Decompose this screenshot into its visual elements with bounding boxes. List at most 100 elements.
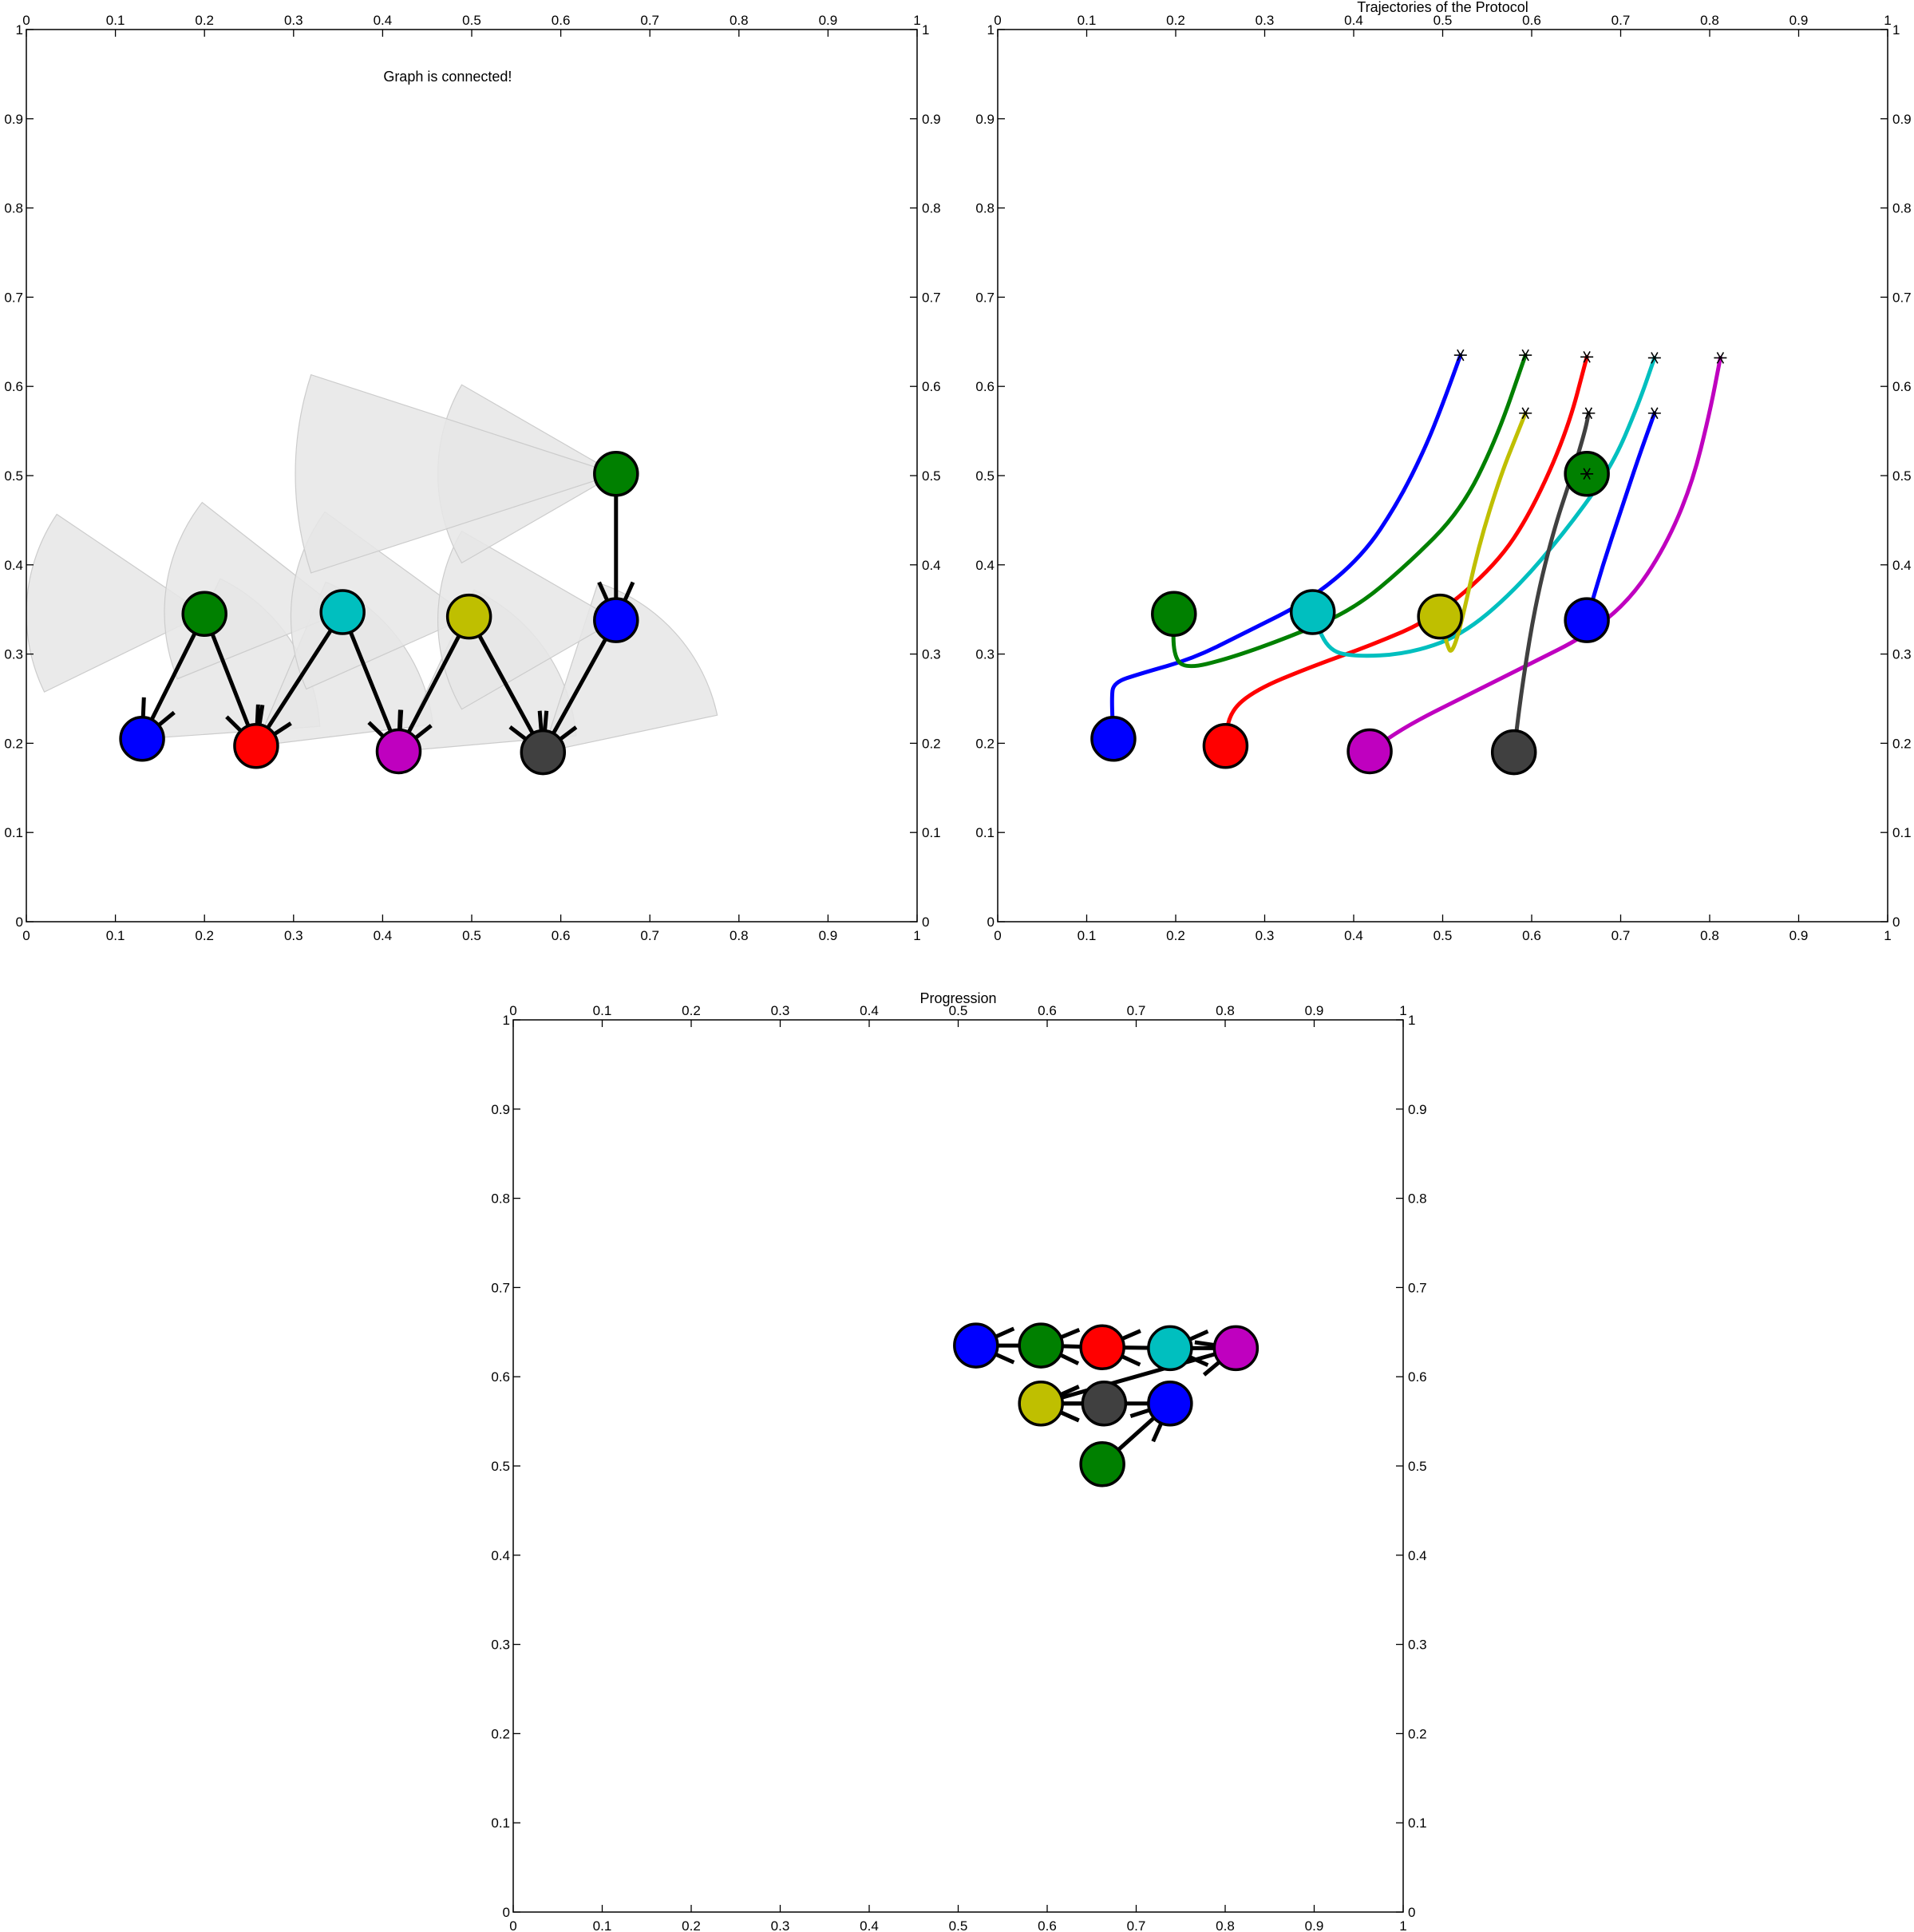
trajectory-end-marker	[1453, 349, 1467, 362]
graph-ytick-label-left: 0.5	[4, 468, 23, 484]
graph-xtick-label-bottom: 0	[22, 928, 30, 943]
graph-xtick-label-top: 0.7	[640, 13, 659, 28]
trajectory-line	[1109, 353, 1463, 741]
progression-xtick-label-bottom: 0.7	[1127, 1918, 1146, 1932]
link-arrow	[340, 611, 401, 753]
agent-node	[520, 729, 567, 776]
agent-start-node	[1151, 591, 1197, 638]
graph-xtick-label-top: 0.4	[374, 13, 393, 28]
graph-ytick-label-left: 0.2	[4, 736, 23, 751]
trajectories-xtick-label-bottom: 0.4	[1344, 928, 1363, 943]
trajectories-xtick-label-top: 1	[1884, 13, 1891, 28]
progression-ytick-label-right: 0.3	[1408, 1638, 1427, 1653]
trajectory-end-marker-stroke	[1584, 407, 1593, 420]
trajectory-line	[1223, 354, 1589, 749]
trajectory-end-marker	[1647, 407, 1661, 420]
graph-ytick-label-left: 1	[16, 22, 23, 38]
progression-ytick-label-right: 0.7	[1408, 1280, 1427, 1295]
graph-status-annotation: Graph is connected!	[383, 69, 512, 85]
progression-ytick-label-left: 0.5	[491, 1459, 510, 1474]
link-arrow	[541, 618, 618, 753]
progression-xtick-label-top: 0	[509, 1003, 516, 1018]
progression-xtick-label-bottom: 0.8	[1216, 1918, 1235, 1932]
trajectories-ytick-label-left: 0.8	[975, 201, 995, 216]
progression-ytick-label-right: 0.5	[1408, 1459, 1427, 1474]
trajectories-xtick-label-bottom: 0.2	[1166, 928, 1185, 943]
agent-node	[1147, 1325, 1193, 1372]
graph-ytick-label-right: 0.2	[922, 736, 941, 751]
progression-xtick-label-top: 0.4	[860, 1003, 879, 1018]
trajectories-panel: 000 00.10.10.1 0.10.20.20.2 0.20.30.30.3 0.3…	[975, 0, 1911, 943]
trajectories-ytick-label-right: 1	[1892, 22, 1900, 38]
progression-ytick-label-left: 0.7	[491, 1280, 510, 1295]
agent-node	[1079, 1441, 1125, 1488]
agent-node	[1147, 1380, 1193, 1427]
graph-xtick-label-top: 0.8	[730, 13, 749, 28]
link-arrow	[254, 610, 345, 748]
trajectory-end-marker-stroke	[1583, 468, 1591, 480]
trajectories-ytick-label-right: 0.2	[1892, 736, 1912, 751]
trajectories-xtick-label-bottom: 0	[994, 928, 1001, 943]
progression-ytick-label-right: 0.8	[1408, 1191, 1427, 1207]
graph-xtick-label-bottom: 0.9	[819, 928, 838, 943]
agent-start-node	[1202, 723, 1249, 769]
graph-panel: 000 00.10.10.1 0.10.20.20.2 0.20.30.30.3 0.3…	[4, 13, 940, 943]
graph-ytick-label-right: 0.9	[922, 112, 941, 127]
trajectories-xtick-label-top: 0.3	[1256, 13, 1275, 28]
progression-xtick-label-top: 0.9	[1305, 1003, 1324, 1018]
graph-ytick-label-right: 0.5	[922, 468, 941, 484]
trajectories-xtick-label-bottom: 1	[1884, 928, 1891, 943]
graph-ytick-label-right: 0	[922, 915, 929, 930]
progression-axis-ticks: 000 00.10.10.1 0.10.20.20.2 0.20.30.30.3 0.3…	[491, 1003, 1426, 1932]
progression-ytick-label-left: 0.3	[491, 1638, 510, 1653]
agent-node	[1018, 1322, 1064, 1369]
graph-xtick-label-bottom: 0.7	[640, 928, 659, 943]
trajectories-xtick-label-top: 0.6	[1522, 13, 1541, 28]
progression-xtick-label-top: 0.1	[593, 1003, 612, 1018]
trajectory-line	[1311, 355, 1657, 658]
progression-ytick-label-left: 0.8	[491, 1191, 510, 1207]
trajectory-end-marker-stroke	[1521, 407, 1529, 420]
agent-node	[1212, 1325, 1260, 1372]
trajectories-ytick-label-left: 0.1	[975, 825, 995, 840]
progression-ytick-label-left: 0	[503, 1905, 510, 1920]
graph-ytick-label-right: 0.8	[922, 201, 941, 216]
trajectories-plot-area	[1090, 349, 1727, 776]
trajectories-xtick-label-bottom: 0.8	[1700, 928, 1719, 943]
progression-xtick-label-bottom: 0.4	[860, 1918, 879, 1932]
graph-ytick-label-left: 0	[16, 915, 23, 930]
graph-ytick-label-right: 0.7	[922, 290, 941, 305]
graph-xtick-label-top: 0.9	[819, 13, 838, 28]
link-arrow	[1040, 1346, 1237, 1406]
trajectories-ytick-label-right: 0.9	[1892, 112, 1912, 127]
progression-xtick-label-top: 0.2	[682, 1003, 701, 1018]
trajectories-xtick-label-top: 0.8	[1700, 13, 1719, 28]
graph-ytick-label-left: 0.6	[4, 379, 23, 394]
trajectories-axis-ticks: 000 00.10.10.1 0.10.20.20.2 0.20.30.30.3 0.3…	[975, 13, 1911, 943]
progression-xtick-label-bottom: 1	[1399, 1918, 1406, 1932]
progression-xtick-label-bottom: 0.3	[771, 1918, 790, 1932]
trajectories-ytick-label-left: 0.7	[975, 290, 995, 305]
graph-ytick-label-right: 0.6	[922, 379, 941, 394]
graph-xtick-label-bottom: 0.2	[195, 928, 214, 943]
progression-ytick-label-right: 1	[1408, 1013, 1415, 1028]
link-arrow	[140, 613, 207, 740]
trajectories-ytick-label-left: 0	[987, 915, 995, 930]
trajectories-ytick-label-right: 0.7	[1892, 290, 1912, 305]
link-arrow	[202, 613, 259, 747]
graph-xtick-label-top: 0.1	[106, 13, 125, 28]
graph-xtick-label-top: 1	[913, 13, 920, 28]
trajectories-title: Trajectories of the Protocol	[1357, 0, 1528, 15]
graph-xtick-label-bottom: 1	[913, 928, 920, 943]
graph-xtick-label-bottom: 0.6	[552, 928, 571, 943]
graph-xtick-label-bottom: 0.5	[462, 928, 481, 943]
progression-xtick-label-top: 0.7	[1127, 1003, 1146, 1018]
trajectory-end-marker	[1714, 352, 1727, 364]
trajectories-ytick-label-left: 0.2	[975, 736, 995, 751]
agent-start-node	[1490, 729, 1537, 776]
agent-node	[593, 451, 639, 497]
agent-start-node	[1289, 589, 1336, 635]
trajectories-ytick-label-left: 0.9	[975, 112, 995, 127]
trajectory-end-marker	[1580, 350, 1594, 363]
